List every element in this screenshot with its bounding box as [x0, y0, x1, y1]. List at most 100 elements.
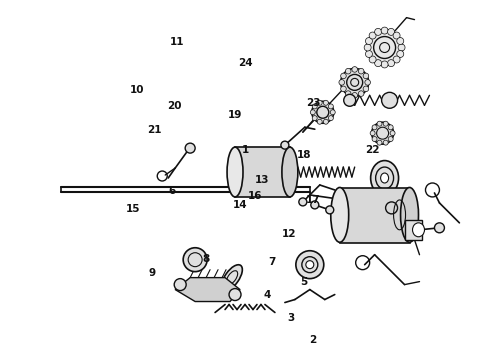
- Circle shape: [326, 206, 334, 214]
- Circle shape: [341, 68, 368, 96]
- Circle shape: [372, 136, 377, 141]
- Bar: [340, 188, 410, 243]
- Circle shape: [377, 140, 382, 145]
- Circle shape: [174, 279, 186, 291]
- Text: 15: 15: [125, 204, 140, 214]
- Circle shape: [323, 100, 328, 105]
- Circle shape: [435, 223, 444, 233]
- Circle shape: [363, 86, 368, 92]
- Text: 24: 24: [238, 58, 252, 68]
- Circle shape: [375, 60, 382, 67]
- Ellipse shape: [381, 173, 389, 183]
- Text: 3: 3: [288, 313, 295, 323]
- Circle shape: [339, 80, 344, 85]
- Circle shape: [328, 116, 333, 121]
- Circle shape: [312, 104, 317, 109]
- Circle shape: [393, 32, 400, 39]
- Circle shape: [341, 86, 346, 92]
- Circle shape: [296, 251, 324, 279]
- Circle shape: [370, 131, 375, 136]
- Ellipse shape: [413, 223, 424, 237]
- Circle shape: [372, 125, 377, 130]
- Text: 21: 21: [147, 125, 162, 135]
- Circle shape: [369, 32, 376, 39]
- Circle shape: [393, 56, 400, 63]
- Circle shape: [381, 27, 388, 34]
- Circle shape: [330, 110, 335, 115]
- Circle shape: [229, 289, 241, 301]
- Text: 8: 8: [202, 254, 210, 264]
- Circle shape: [341, 73, 346, 79]
- Circle shape: [343, 94, 356, 106]
- Circle shape: [365, 80, 370, 85]
- Ellipse shape: [400, 188, 418, 242]
- Text: 7: 7: [268, 257, 275, 267]
- Circle shape: [382, 92, 397, 108]
- Text: 1: 1: [242, 144, 248, 154]
- Circle shape: [323, 119, 328, 124]
- Circle shape: [328, 104, 333, 109]
- Circle shape: [383, 121, 388, 126]
- Circle shape: [367, 30, 403, 66]
- Circle shape: [317, 119, 322, 124]
- Polygon shape: [175, 278, 240, 302]
- Circle shape: [390, 131, 395, 136]
- Text: 20: 20: [167, 102, 181, 112]
- Text: 17: 17: [306, 195, 321, 205]
- Circle shape: [383, 140, 388, 145]
- Circle shape: [317, 100, 322, 105]
- Circle shape: [185, 143, 195, 153]
- Bar: [392, 210, 416, 230]
- Text: 4: 4: [263, 290, 270, 300]
- Circle shape: [364, 44, 371, 51]
- Text: 5: 5: [300, 277, 307, 287]
- Circle shape: [371, 122, 393, 144]
- Ellipse shape: [370, 161, 398, 195]
- Circle shape: [312, 101, 334, 123]
- Text: 13: 13: [255, 175, 270, 185]
- Circle shape: [299, 198, 307, 206]
- Circle shape: [375, 28, 382, 35]
- Circle shape: [183, 248, 207, 272]
- Circle shape: [397, 50, 404, 58]
- Text: 16: 16: [247, 191, 262, 201]
- Circle shape: [352, 67, 358, 72]
- Circle shape: [312, 116, 317, 121]
- Circle shape: [358, 91, 364, 96]
- Circle shape: [311, 201, 319, 209]
- Text: 10: 10: [130, 85, 145, 95]
- Circle shape: [281, 141, 289, 149]
- Circle shape: [358, 68, 364, 74]
- Ellipse shape: [222, 265, 243, 291]
- Ellipse shape: [227, 147, 243, 197]
- Circle shape: [398, 44, 405, 51]
- Ellipse shape: [282, 147, 298, 197]
- Circle shape: [388, 125, 393, 130]
- Circle shape: [345, 91, 351, 96]
- Circle shape: [366, 37, 372, 45]
- Circle shape: [397, 37, 404, 45]
- Circle shape: [352, 93, 358, 98]
- Bar: [405, 220, 422, 240]
- Bar: [235, 147, 290, 197]
- Circle shape: [377, 121, 382, 126]
- Circle shape: [388, 136, 393, 141]
- Text: 18: 18: [296, 150, 311, 160]
- Text: 2: 2: [309, 334, 316, 345]
- Text: 6: 6: [168, 186, 175, 196]
- Circle shape: [369, 56, 376, 63]
- Circle shape: [388, 28, 394, 35]
- Circle shape: [381, 61, 388, 68]
- Text: 19: 19: [228, 111, 243, 121]
- Text: 11: 11: [170, 37, 184, 47]
- Circle shape: [363, 73, 368, 79]
- Ellipse shape: [331, 188, 349, 242]
- Circle shape: [388, 60, 394, 67]
- Text: 9: 9: [148, 268, 156, 278]
- Circle shape: [306, 261, 314, 269]
- Text: 22: 22: [365, 144, 379, 154]
- Circle shape: [345, 68, 351, 74]
- Text: 14: 14: [233, 200, 247, 210]
- Text: 12: 12: [282, 229, 296, 239]
- Circle shape: [310, 110, 315, 115]
